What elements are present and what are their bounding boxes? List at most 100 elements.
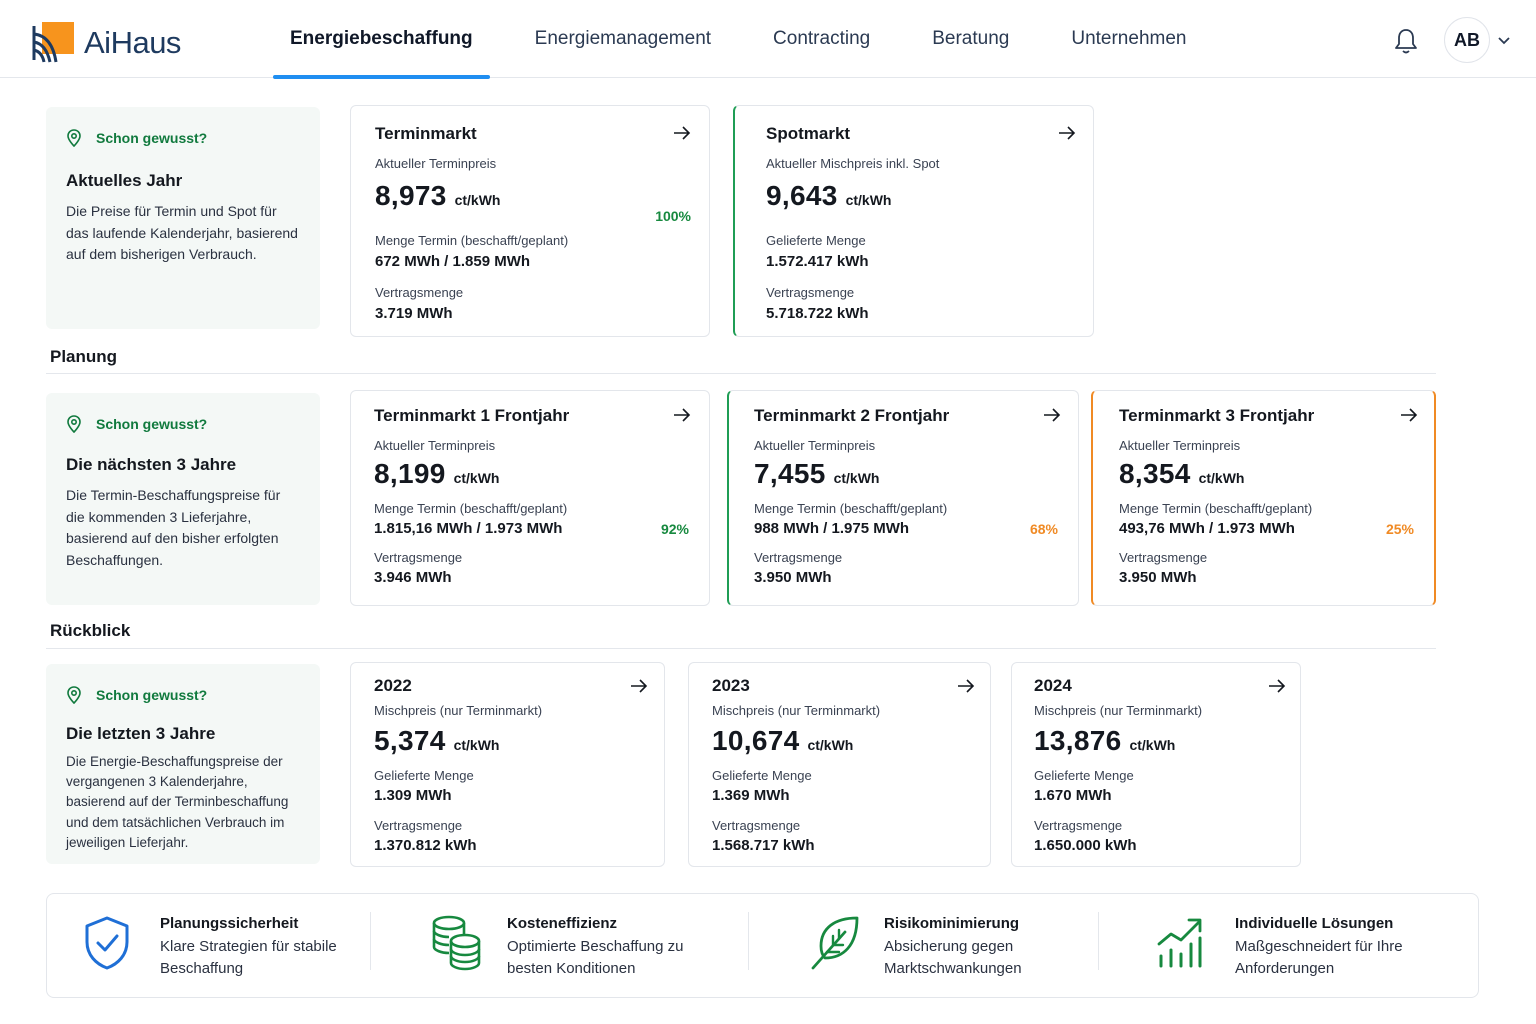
percent-badge: 100% (655, 208, 691, 224)
price-label: Mischpreis (nur Terminmarkt) (1034, 703, 1203, 718)
price-row: 10,674 ct/kWh (712, 725, 853, 757)
divider (46, 373, 1436, 374)
feature-title: Planungssicherheit (160, 915, 299, 932)
shield-check-icon (85, 916, 129, 970)
contract-value: 5.718.722 kWh (766, 305, 869, 322)
notification-bell-icon[interactable] (1393, 27, 1419, 55)
card-year-2023[interactable]: 2023 Mischpreis (nur Terminmarkt) 10,674… (688, 662, 991, 867)
feature-title: Risikominimierung (884, 915, 1020, 932)
user-avatar[interactable]: AB (1444, 17, 1490, 63)
nav-energiebeschaffung[interactable]: Energiebeschaffung (273, 0, 490, 79)
nav-unternehmen[interactable]: Unternehmen (1071, 28, 1187, 49)
card-terminmarkt-frontjahr-2[interactable]: Terminmarkt 2 Frontjahr Aktueller Termin… (727, 390, 1079, 606)
arrow-right-icon[interactable] (673, 408, 691, 422)
arrow-right-icon[interactable] (1043, 408, 1061, 422)
feature-title: Kosteneffizienz (507, 915, 618, 932)
qty-value: 672 MWh / 1.859 MWh (375, 253, 531, 270)
price-row: 8,199 ct/kWh (374, 458, 499, 490)
price-unit: ct/kWh (1129, 737, 1176, 753)
info-hint-label: Schon gewusst? (96, 130, 208, 146)
price-unit: ct/kWh (453, 470, 500, 486)
location-pin-icon (67, 415, 81, 433)
qty-label: Menge Termin (beschafft/geplant) (375, 233, 569, 248)
percent-badge: 68% (1029, 521, 1058, 537)
arrow-right-icon[interactable] (1400, 408, 1418, 422)
price-label: Aktueller Mischpreis inkl. Spot (766, 156, 940, 171)
info-hint-label: Schon gewusst? (96, 416, 208, 432)
qty-value: 1.670 MWh (1034, 787, 1112, 804)
contract-value: 3.719 MWh (375, 305, 453, 322)
arrow-right-icon[interactable] (1268, 679, 1286, 693)
info-hint: Schon gewusst? (66, 415, 300, 433)
main-nav: Energiebeschaffung Energiemanagement Con… (273, 0, 1203, 79)
contract-value: 1.568.717 kWh (712, 837, 815, 854)
brand-logo[interactable]: AiHaus (30, 20, 181, 66)
price-value: 8,354 (1119, 458, 1191, 489)
contract-label: Vertragsmenge (1034, 818, 1123, 833)
price-label: Mischpreis (nur Terminmarkt) (374, 703, 543, 718)
qty-label: Gelieferte Menge (766, 233, 866, 248)
qty-value: 1.369 MWh (712, 787, 790, 804)
info-title: Aktuelles Jahr (66, 171, 183, 190)
card-terminmarkt-frontjahr-3[interactable]: Terminmarkt 3 Frontjahr Aktueller Termin… (1091, 390, 1436, 606)
card-title: Spotmarkt (766, 124, 851, 143)
price-label: Aktueller Terminpreis (1119, 438, 1241, 453)
feature-separator (1098, 912, 1099, 970)
leaf-icon (811, 916, 859, 970)
feature-desc: Maßgeschneidert für Ihre Anforderungen (1235, 938, 1403, 977)
arrow-right-icon[interactable] (957, 679, 975, 693)
price-row: 8,354 ct/kWh (1119, 458, 1244, 490)
price-unit: ct/kWh (453, 737, 500, 753)
contract-value: 1.370.812 kWh (374, 837, 477, 854)
price-label: Aktueller Terminpreis (374, 438, 496, 453)
nav-beratung[interactable]: Beratung (932, 28, 1010, 49)
price-value: 5,374 (374, 725, 446, 756)
nav-energiemanagement[interactable]: Energiemanagement (534, 28, 712, 49)
arrow-right-icon[interactable] (630, 679, 648, 693)
features-bar: Planungssicherheit Klare Strategien für … (46, 893, 1479, 998)
chevron-down-icon[interactable] (1497, 34, 1511, 46)
price-row: 13,876 ct/kWh (1034, 725, 1175, 757)
location-pin-icon (67, 686, 81, 704)
price-label: Aktueller Terminpreis (375, 156, 497, 171)
location-pin-icon (67, 129, 81, 147)
feature-separator (370, 912, 371, 970)
arrow-right-icon[interactable] (1058, 126, 1076, 140)
feature-risikominimierung: Risikominimierung Absicherung gegen Mark… (749, 894, 1098, 999)
card-terminmarkt-frontjahr-1[interactable]: Terminmarkt 1 Frontjahr Aktueller Termin… (350, 390, 710, 606)
price-value: 8,199 (374, 458, 446, 489)
nav-contracting[interactable]: Contracting (773, 28, 871, 49)
info-box-current-year: Schon gewusst? Aktuelles Jahr Die Preise… (46, 107, 320, 329)
contract-label: Vertragsmenge (375, 285, 464, 300)
percent-badge: 25% (1385, 521, 1414, 537)
card-year-2022[interactable]: 2022 Mischpreis (nur Terminmarkt) 5,374 … (350, 662, 665, 867)
price-unit: ct/kWh (845, 192, 892, 208)
contract-label: Vertragsmenge (374, 818, 463, 833)
contract-value: 3.950 MWh (1119, 569, 1197, 586)
qty-value: 493,76 MWh / 1.973 MWh (1119, 520, 1295, 537)
feature-planungssicherheit: Planungssicherheit Klare Strategien für … (47, 894, 369, 999)
price-value: 8,973 (375, 180, 447, 211)
feature-kosteneffizienz: Kosteneffizienz Optimierte Beschaffung z… (371, 894, 747, 999)
price-row: 7,455 ct/kWh (754, 458, 879, 490)
arrow-right-icon[interactable] (673, 126, 691, 140)
info-box-next-years: Schon gewusst? Die nächsten 3 Jahre Die … (46, 393, 320, 605)
section-label-planung: Planung (50, 347, 118, 366)
card-year-2024[interactable]: 2024 Mischpreis (nur Terminmarkt) 13,876… (1011, 662, 1301, 867)
logo-mark-icon (30, 20, 76, 66)
price-value: 13,876 (1034, 725, 1122, 756)
divider (46, 648, 1436, 649)
feature-separator (748, 912, 749, 970)
feature-title: Individuelle Lösungen (1235, 915, 1394, 932)
feature-desc: Absicherung gegen Marktschwankungen (884, 938, 1022, 977)
info-hint-label: Schon gewusst? (96, 687, 208, 703)
qty-label: Gelieferte Menge (374, 768, 474, 783)
info-hint: Schon gewusst? (66, 129, 300, 147)
qty-label: Gelieferte Menge (712, 768, 812, 783)
card-terminmarkt[interactable]: Terminmarkt Aktueller Terminpreis 8,973 … (350, 105, 710, 337)
qty-label: Menge Termin (beschafft/geplant) (1119, 501, 1313, 516)
card-spotmarkt[interactable]: Spotmarkt Aktueller Mischpreis inkl. Spo… (733, 105, 1094, 337)
price-value: 7,455 (754, 458, 826, 489)
percent-badge: 92% (660, 521, 689, 537)
contract-label: Vertragsmenge (374, 550, 463, 565)
